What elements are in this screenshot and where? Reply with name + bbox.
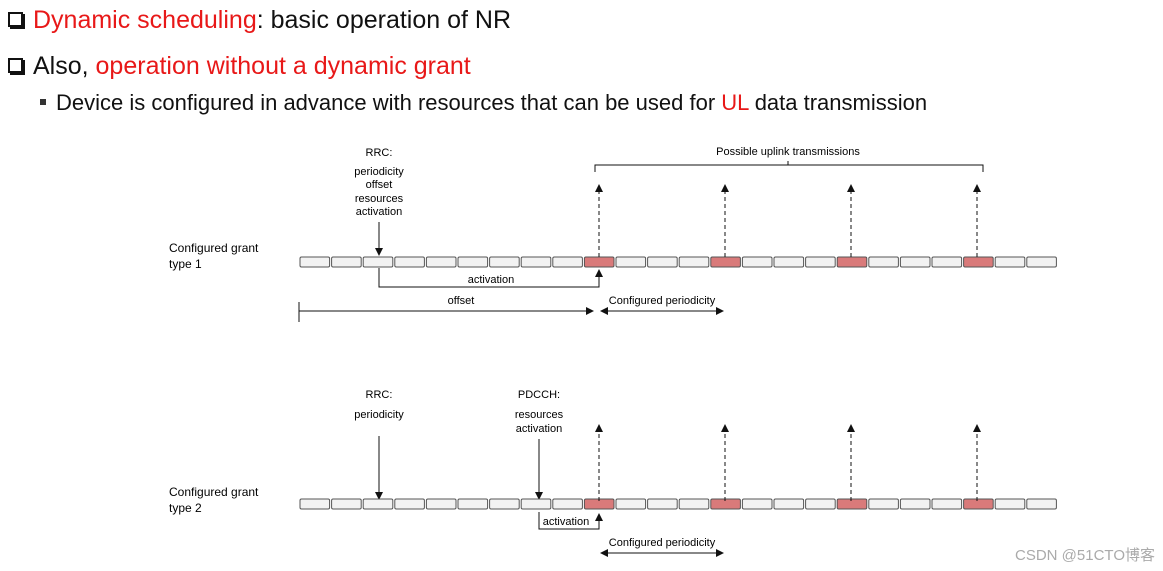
slot <box>331 256 362 268</box>
slot <box>394 256 425 268</box>
configured-uplink-slot <box>963 256 994 268</box>
configured-uplink-slot <box>963 498 994 510</box>
type2-periodicity-label: Configured periodicity <box>609 537 716 549</box>
type1-label-line1: Configured grant <box>169 241 259 255</box>
slot <box>868 256 899 268</box>
checkbox-bullet-icon <box>8 12 23 27</box>
bullet-without-grant: Also, operation without a dynamic grant <box>8 51 471 81</box>
type1-label-line2: type 1 <box>169 257 202 271</box>
slot <box>394 498 425 510</box>
slot <box>899 498 931 510</box>
slot <box>457 256 489 268</box>
square-bullet-icon <box>40 99 46 105</box>
slot <box>647 256 678 268</box>
slot <box>931 256 963 268</box>
configured-uplink-slot <box>836 256 868 268</box>
slot <box>994 256 1026 268</box>
type1-activation-label: activation <box>468 274 514 286</box>
slot <box>552 498 583 510</box>
type1-rrc-title: RRC: <box>366 147 393 159</box>
pdcch-title: PDCCH: <box>518 389 560 401</box>
slot <box>362 498 394 510</box>
type1-uplink-arrows <box>595 184 981 257</box>
type1-rrc-param: periodicity <box>354 166 404 178</box>
slot <box>678 498 710 510</box>
slot <box>520 498 552 510</box>
type2-activation-label: activation <box>543 516 589 528</box>
offset-label: offset <box>448 295 475 307</box>
sub-bullet-after: data transmission <box>748 90 928 115</box>
sub-bullet-configured: Device is configured in advance with res… <box>40 89 927 117</box>
slot <box>741 256 773 268</box>
slot <box>678 256 710 268</box>
possible-uplink-brace <box>594 161 984 172</box>
configured-uplink-slot <box>583 256 615 268</box>
type2-activation-arrow <box>538 512 603 530</box>
configured-uplink-slot <box>836 498 868 510</box>
possible-uplink-label: Possible uplink transmissions <box>716 146 860 158</box>
slot <box>805 498 836 510</box>
sub-bullet-ul: UL <box>721 90 749 115</box>
type1-rrc-param: resources <box>355 193 404 205</box>
type1-rrc-param: offset <box>366 179 393 191</box>
type2-uplink-arrows <box>595 424 981 501</box>
type1-activation-arrow <box>378 268 603 288</box>
pdcch-param: resources <box>515 409 564 421</box>
slot <box>899 256 931 268</box>
slot <box>805 256 836 268</box>
without-grant-prefix: Also, <box>33 52 96 80</box>
slot <box>741 498 773 510</box>
slot <box>773 498 805 510</box>
slot <box>552 256 583 268</box>
sub-bullet-before: Device is configured in advance with res… <box>56 90 722 115</box>
slot <box>647 498 678 510</box>
type1-rrc-param: activation <box>356 206 402 218</box>
slot <box>457 498 489 510</box>
slot <box>362 256 394 268</box>
slot <box>520 256 552 268</box>
slot <box>489 256 520 268</box>
slot <box>994 498 1026 510</box>
without-grant-highlight: operation without a dynamic grant <box>95 52 471 80</box>
slot <box>931 498 963 510</box>
pdcch-param: activation <box>516 423 562 435</box>
configured-uplink-slot <box>710 256 741 268</box>
type2-rrc-param: periodicity <box>354 409 404 421</box>
slot <box>1026 256 1057 268</box>
type2-label-line1: Configured grant <box>169 485 259 499</box>
slot <box>868 498 899 510</box>
configured-uplink-slot <box>710 498 741 510</box>
slot <box>615 498 647 510</box>
slot <box>1026 498 1057 510</box>
watermark: CSDN @51CTO博客 <box>1015 547 1155 564</box>
type1-slot-row <box>299 256 1057 268</box>
slot <box>331 498 362 510</box>
type2-label-line2: type 2 <box>169 501 202 515</box>
dynamic-scheduling-highlight: Dynamic scheduling <box>33 6 257 34</box>
type2-slot-row <box>299 498 1057 510</box>
slot <box>773 256 805 268</box>
dynamic-scheduling-text: : basic operation of NR <box>256 6 512 34</box>
slot <box>299 498 331 510</box>
slot <box>489 498 520 510</box>
slot <box>299 256 331 268</box>
type2-rrc-title: RRC: <box>366 389 393 401</box>
type1-periodicity-label: Configured periodicity <box>609 295 716 307</box>
slot <box>425 498 457 510</box>
checkbox-bullet-icon <box>8 58 23 73</box>
bullet-dynamic-scheduling: Dynamic scheduling: basic operation of N… <box>8 5 511 35</box>
slot <box>425 256 457 268</box>
slot <box>615 256 647 268</box>
